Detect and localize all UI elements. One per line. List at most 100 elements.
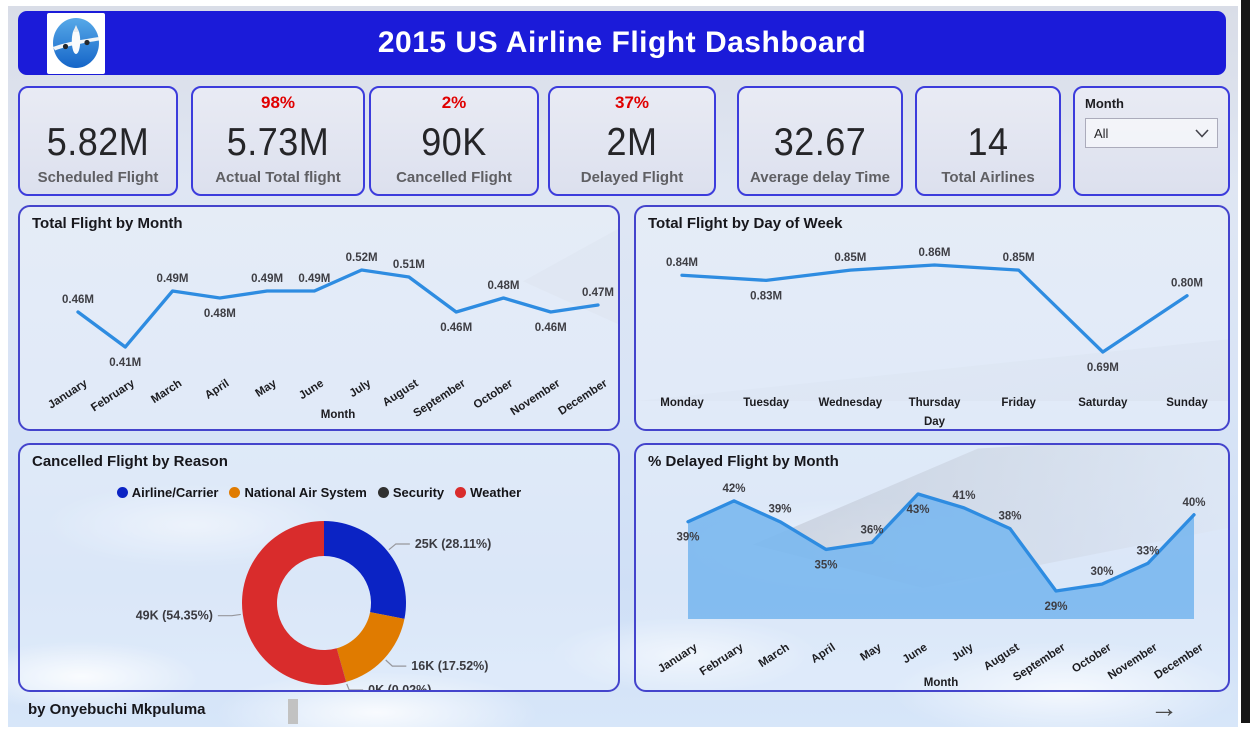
legend-item-national-air-system[interactable]: National Air System bbox=[229, 485, 367, 500]
svg-text:July: July bbox=[347, 377, 373, 400]
svg-text:February: February bbox=[698, 641, 746, 678]
svg-text:Wednesday: Wednesday bbox=[818, 397, 882, 409]
svg-text:September: September bbox=[1011, 641, 1068, 684]
chart-title: % Delayed Flight by Month bbox=[648, 453, 839, 470]
svg-text:0.49M: 0.49M bbox=[251, 273, 283, 285]
svg-text:February: February bbox=[89, 377, 137, 414]
total-flight-by-day-of-week-line-chart[interactable]: 0.84M 0.83M 0.85M 0.86M 0.85M 0.69M 0.80M Monda… bbox=[636, 207, 1230, 431]
chart-card-total-flight-by-month: Total Flight by Month 0.46M 0.41M 0.49M 0.4… bbox=[18, 205, 620, 431]
svg-text:0.46M: 0.46M bbox=[440, 322, 472, 334]
svg-text:September: September bbox=[411, 377, 468, 420]
kpi-label: Average delay Time bbox=[749, 169, 891, 186]
svg-text:March: March bbox=[149, 377, 184, 406]
svg-text:39%: 39% bbox=[768, 504, 791, 516]
kpi-total-airlines: 14 Total Airlines bbox=[915, 86, 1061, 196]
svg-text:August: August bbox=[982, 641, 1022, 673]
svg-text:39%: 39% bbox=[676, 532, 699, 544]
page-title: 2015 US Airline Flight Dashboard bbox=[377, 26, 867, 59]
svg-text:Friday: Friday bbox=[1001, 397, 1036, 409]
chart-title: Total Flight by Day of Week bbox=[648, 215, 843, 232]
svg-text:August: August bbox=[381, 377, 421, 409]
footer-bar: by Onyebuchi Mkpuluma → bbox=[8, 692, 1238, 727]
svg-text:35%: 35% bbox=[814, 559, 837, 571]
svg-text:41%: 41% bbox=[952, 490, 975, 502]
total-flight-by-month-line-chart[interactable]: 0.46M 0.41M 0.49M 0.48M 0.49M 0.49M 0.52M 0.51M… bbox=[20, 207, 620, 431]
svg-text:Monday: Monday bbox=[660, 397, 704, 409]
svg-text:May: May bbox=[858, 641, 884, 664]
next-page-arrow-icon[interactable]: → bbox=[1150, 692, 1178, 723]
kpi-value: 32.67 bbox=[773, 118, 867, 164]
cancelled-flight-by-reason-donut-chart[interactable]: 25K (28.11%) 16K (17.52%) 0K (0.02%) 49K (5… bbox=[20, 445, 620, 692]
svg-text:0.83M: 0.83M bbox=[750, 290, 782, 302]
svg-text:Sunday: Sunday bbox=[1166, 397, 1208, 409]
slicer-label: Month bbox=[1085, 96, 1124, 111]
svg-text:Thursday: Thursday bbox=[909, 397, 961, 409]
svg-text:0.41M: 0.41M bbox=[109, 357, 141, 369]
svg-text:49K (54.35%): 49K (54.35%) bbox=[136, 609, 213, 623]
month-slicer: Month All bbox=[1073, 86, 1230, 196]
legend-item-security[interactable]: Security bbox=[377, 485, 444, 500]
svg-text:0.84M: 0.84M bbox=[666, 257, 698, 269]
kpi-value: 2M bbox=[606, 118, 658, 164]
kpi-percent: 98% bbox=[260, 93, 296, 112]
svg-text:30%: 30% bbox=[1090, 566, 1113, 578]
svg-text:0.69M: 0.69M bbox=[1087, 362, 1119, 374]
month-dropdown-value: All bbox=[1094, 125, 1109, 141]
svg-text:0.85M: 0.85M bbox=[1003, 252, 1035, 264]
svg-text:May: May bbox=[253, 377, 279, 400]
svg-text:0.48M: 0.48M bbox=[204, 308, 236, 320]
svg-text:0.52M: 0.52M bbox=[346, 252, 378, 264]
svg-text:0.49M: 0.49M bbox=[298, 273, 330, 285]
svg-text:36%: 36% bbox=[860, 525, 883, 537]
chevron-down-icon bbox=[1195, 128, 1209, 138]
chart-card-percent-delayed-flight-by-month: % Delayed Flight by Month 39% 42% 39% 35% 36… bbox=[634, 443, 1230, 692]
kpi-value: 5.82M bbox=[46, 118, 150, 164]
svg-text:June: June bbox=[901, 641, 930, 666]
svg-text:33%: 33% bbox=[1136, 545, 1159, 557]
svg-text:0.46M: 0.46M bbox=[62, 294, 94, 306]
svg-text:42%: 42% bbox=[722, 483, 745, 495]
kpi-average-delay-time: 32.67 Average delay Time bbox=[737, 86, 903, 196]
svg-text:0.85M: 0.85M bbox=[834, 252, 866, 264]
svg-text:April: April bbox=[203, 377, 232, 401]
svg-text:July: July bbox=[950, 641, 976, 664]
legend-dot-icon bbox=[229, 487, 241, 498]
svg-text:38%: 38% bbox=[998, 511, 1021, 523]
percent-delayed-flight-by-month-area-chart[interactable]: 39% 42% 39% 35% 36% 43% 41% 38% 29% 30% 33% 40% Janu… bbox=[636, 445, 1230, 692]
svg-text:January: January bbox=[656, 641, 700, 675]
kpi-label: Total Airlines bbox=[941, 169, 1035, 186]
scrollbar-thumb[interactable] bbox=[288, 699, 298, 724]
legend-item-airline-carrier[interactable]: Airline/Carrier bbox=[116, 485, 218, 500]
svg-text:43%: 43% bbox=[906, 504, 929, 516]
airplane-logo-icon bbox=[53, 18, 99, 68]
donut-legend: Airline/Carrier National Air System Secu… bbox=[20, 485, 618, 500]
kpi-label: Delayed Flight bbox=[580, 169, 684, 186]
header-banner: 2015 US Airline Flight Dashboard bbox=[18, 11, 1226, 75]
svg-text:October: October bbox=[472, 377, 516, 411]
svg-text:December: December bbox=[556, 377, 610, 418]
svg-text:January: January bbox=[46, 377, 90, 411]
svg-text:0.86M: 0.86M bbox=[919, 247, 951, 259]
svg-text:Day: Day bbox=[924, 416, 946, 428]
month-dropdown[interactable]: All bbox=[1085, 118, 1218, 148]
dashboard-canvas: 2015 US Airline Flight Dashboard 5.82M bbox=[8, 6, 1238, 727]
legend-item-weather[interactable]: Weather bbox=[455, 485, 521, 500]
legend-dot-icon bbox=[455, 487, 467, 498]
svg-text:December: December bbox=[1152, 641, 1206, 682]
airline-logo bbox=[47, 13, 105, 74]
svg-text:0.51M: 0.51M bbox=[393, 259, 425, 271]
svg-text:0.47M: 0.47M bbox=[582, 287, 614, 299]
kpi-actual-total-flight: 98% 5.73M Actual Total flight bbox=[191, 86, 365, 196]
legend-dot-icon bbox=[116, 487, 128, 498]
chart-title: Total Flight by Month bbox=[32, 215, 183, 232]
legend-dot-icon bbox=[377, 487, 389, 498]
kpi-value: 5.73M bbox=[226, 118, 330, 164]
page-border-line bbox=[1241, 0, 1250, 723]
svg-text:0.48M: 0.48M bbox=[487, 280, 519, 292]
kpi-label: Actual Total flight bbox=[215, 169, 341, 186]
svg-text:June: June bbox=[297, 377, 326, 402]
svg-text:40%: 40% bbox=[1182, 497, 1205, 509]
svg-text:March: March bbox=[757, 641, 792, 670]
kpi-percent: 37% bbox=[614, 93, 650, 112]
